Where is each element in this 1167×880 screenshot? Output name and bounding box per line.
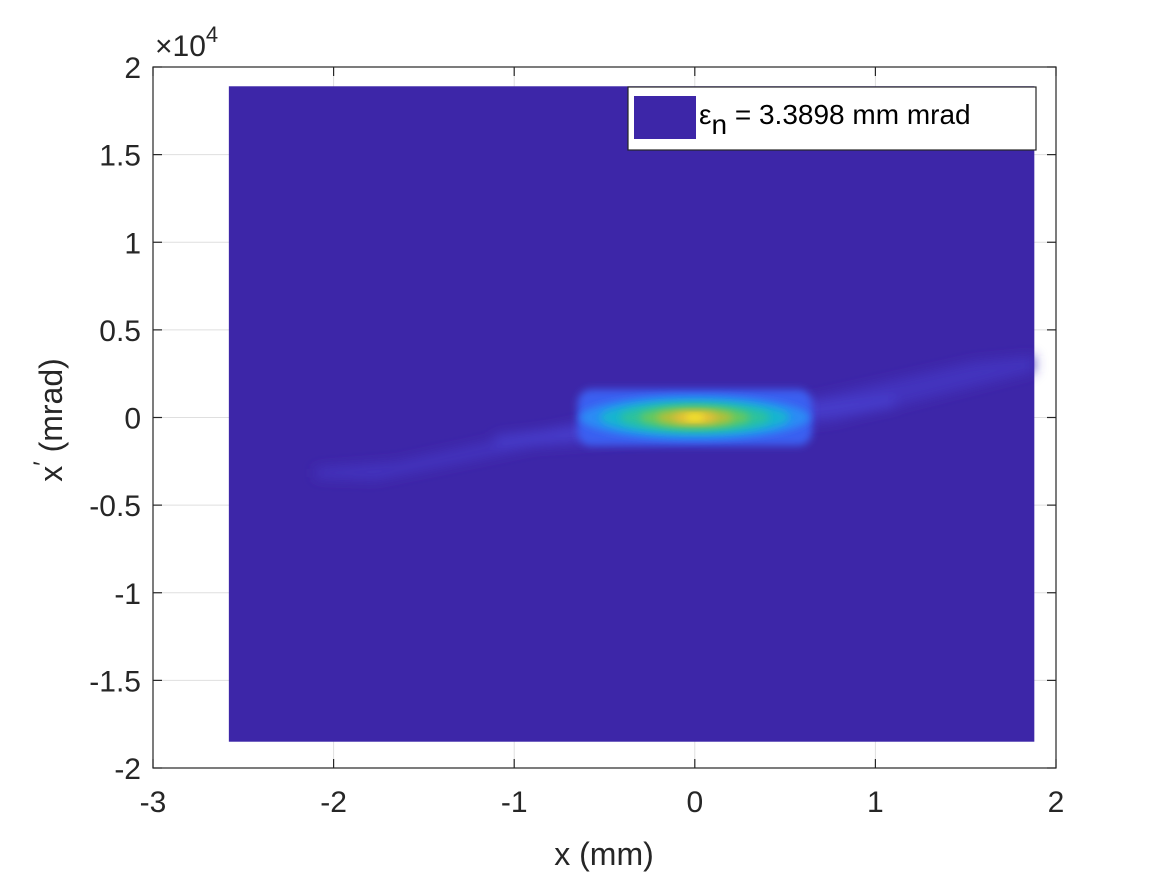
y-axis-exponent: ×104 bbox=[155, 22, 218, 63]
y-tick-label: -1 bbox=[114, 578, 141, 611]
y-tick-label: 1 bbox=[124, 227, 141, 260]
x-tick-label: -3 bbox=[140, 786, 167, 819]
y-tick-label: -0.5 bbox=[89, 490, 141, 523]
x-tick-label: -1 bbox=[501, 786, 528, 819]
x-tick-label: -2 bbox=[320, 786, 347, 819]
y-tick-label: 2 bbox=[124, 52, 141, 85]
y-axis-label: x′ (mrad) bbox=[29, 358, 69, 482]
x-tick-label: 0 bbox=[686, 786, 703, 819]
y-tick-labels: -2 -1.5 -1 -0.5 0 0.5 1 1.5 2 bbox=[89, 52, 141, 786]
y-tick-label: 0 bbox=[124, 403, 141, 436]
y-tick-label: -2 bbox=[114, 753, 141, 786]
density-heatmap bbox=[228, 86, 1035, 742]
legend-swatch bbox=[634, 96, 696, 139]
x-tick-label: 2 bbox=[1048, 786, 1065, 819]
x-tick-label: 1 bbox=[867, 786, 884, 819]
legend: εn = 3.3898 mm mrad bbox=[627, 86, 1037, 151]
x-tick-labels: -3 -2 -1 0 1 2 bbox=[140, 786, 1065, 819]
y-tick-label: -1.5 bbox=[89, 665, 141, 698]
axes bbox=[152, 66, 1057, 769]
y-axis-exponent-power: 4 bbox=[206, 22, 218, 47]
y-tick-label: 1.5 bbox=[99, 140, 141, 173]
y-tick-label: 0.5 bbox=[99, 315, 141, 348]
legend-entry: εn = 3.3898 mm mrad bbox=[699, 99, 971, 140]
x-axis-label: x (mm) bbox=[554, 836, 654, 872]
density-level-8 bbox=[684, 414, 705, 421]
density-core bbox=[577, 389, 813, 446]
